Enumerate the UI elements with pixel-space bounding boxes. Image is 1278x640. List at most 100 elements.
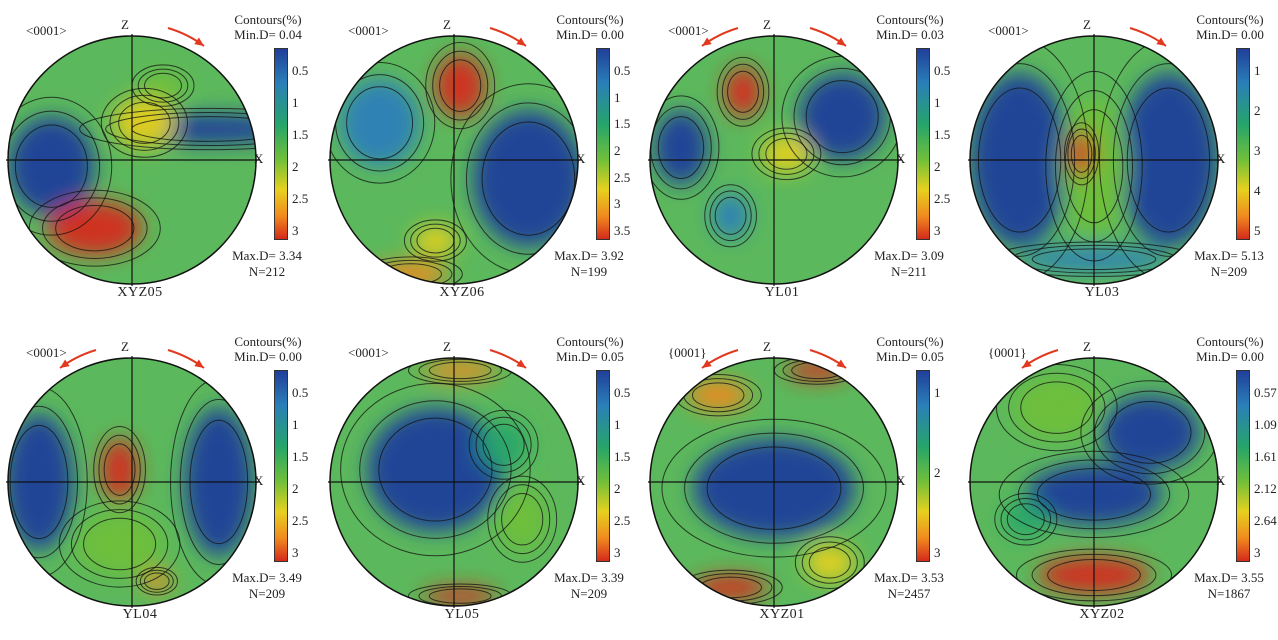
contour-line bbox=[721, 63, 765, 120]
scale-tick-label: 2.5 bbox=[614, 169, 631, 185]
crystal-plane-label: <0001> bbox=[668, 23, 709, 38]
density-blob bbox=[413, 225, 458, 256]
color-scale-bar bbox=[274, 48, 288, 240]
density-blob bbox=[141, 571, 172, 592]
x-axis-label: X bbox=[254, 151, 264, 166]
x-axis-label: X bbox=[896, 151, 906, 166]
contours-title: Contours(%) bbox=[1196, 334, 1264, 349]
scale-tick-label: 1.09 bbox=[1254, 417, 1277, 432]
contour-line bbox=[1080, 380, 1218, 485]
scale-tick-label: 1.5 bbox=[614, 449, 631, 464]
color-scale-bar bbox=[1236, 370, 1250, 562]
min-density-label: Min.D= 0.03 bbox=[876, 27, 944, 42]
contour-line bbox=[410, 223, 461, 258]
scale-tick-label: 2 bbox=[1254, 103, 1261, 118]
crystal-plane-label: <0001> bbox=[26, 23, 67, 38]
max-density-label: Max.D= 3.39 bbox=[554, 570, 624, 585]
z-axis-label: Z bbox=[763, 17, 771, 32]
contours-title: Contours(%) bbox=[234, 334, 302, 349]
crystal-plane-label: {0001} bbox=[668, 345, 707, 360]
contour-line bbox=[465, 102, 578, 255]
scale-tick-label: 3 bbox=[934, 223, 941, 238]
contour-line bbox=[657, 116, 705, 179]
contour-line bbox=[428, 361, 492, 380]
scale-tick-label: 1 bbox=[292, 95, 299, 110]
contours-title: Contours(%) bbox=[234, 12, 302, 27]
scale-tick-label: 0.5 bbox=[614, 385, 631, 400]
z-axis-label: Z bbox=[121, 339, 129, 354]
contour-line bbox=[439, 59, 482, 112]
contour-line bbox=[714, 196, 747, 235]
contours-header: Contours(%) Min.D= 0.00 bbox=[1187, 12, 1273, 42]
contour-line bbox=[794, 536, 865, 589]
contour-line bbox=[55, 205, 135, 252]
pole-figure-panel-yl03: <0001> Z X Contours(%) Min.D= 0.00 1 2 3 4 5… bbox=[962, 0, 1278, 318]
contour-line bbox=[691, 382, 745, 409]
scale-tick-label: 1 bbox=[614, 89, 621, 105]
sample-count-label: N=209 bbox=[570, 586, 608, 601]
sample-count-label: N=209 bbox=[248, 586, 286, 601]
density-blob bbox=[140, 70, 186, 101]
z-axis-label: Z bbox=[763, 339, 771, 354]
rotation-arrow-head bbox=[702, 359, 712, 368]
contour-line bbox=[8, 96, 113, 236]
density-blob bbox=[497, 488, 547, 551]
rotation-arrow-head bbox=[836, 37, 846, 46]
scale-tick-label: 1 bbox=[934, 95, 941, 110]
z-axis-label: Z bbox=[443, 17, 451, 32]
contour-line bbox=[425, 42, 496, 130]
stats-footer: Max.D= 3.09 N=211 bbox=[864, 248, 954, 280]
contour-line bbox=[808, 546, 851, 579]
contour-line bbox=[58, 500, 181, 588]
rotation-arrow-head bbox=[194, 37, 204, 46]
sample-name-label: XYZ06 bbox=[439, 285, 485, 300]
contour-line bbox=[8, 110, 101, 222]
contours-title: Contours(%) bbox=[876, 334, 944, 349]
rotation-arrow-head bbox=[1022, 359, 1032, 368]
sample-count-label: N=2457 bbox=[887, 586, 931, 601]
contour-line bbox=[137, 68, 189, 103]
scale-tick-label: 2.5 bbox=[292, 191, 309, 206]
contour-line bbox=[1067, 128, 1096, 180]
density-blob bbox=[47, 200, 142, 256]
contour-line bbox=[481, 121, 576, 236]
pole-figure-panel-yl04: <0001> Z X Contours(%) Min.D= 0.00 0.5 1 1… bbox=[0, 322, 316, 640]
min-density-label: Min.D= 0.00 bbox=[556, 27, 624, 42]
scale-tick-label: 1 bbox=[614, 417, 621, 432]
scale-tick-label: 3 bbox=[614, 545, 621, 560]
density-blob bbox=[687, 380, 750, 411]
contour-line bbox=[704, 184, 757, 248]
contour-line bbox=[83, 517, 157, 571]
z-axis-label: Z bbox=[1083, 17, 1091, 32]
contour-line bbox=[1020, 381, 1094, 434]
scale-tick-label: 1 bbox=[292, 417, 299, 432]
x-axis-label: X bbox=[896, 473, 906, 488]
contours-header: Contours(%) Min.D= 0.05 bbox=[867, 334, 953, 364]
sample-count-label: N=209 bbox=[1210, 264, 1248, 279]
contour-line bbox=[103, 443, 136, 496]
contour-line bbox=[758, 132, 815, 175]
min-density-label: Min.D= 0.00 bbox=[234, 349, 302, 364]
scale-tick-label: 1.5 bbox=[614, 116, 631, 132]
contour-line bbox=[709, 190, 752, 242]
scale-tick-label: 2.5 bbox=[614, 513, 631, 528]
pole-figure-panel-yl01: <0001> Z X Contours(%) Min.D= 0.03 0.5 1 1… bbox=[642, 0, 958, 318]
scale-tick-label: 2.12 bbox=[1254, 481, 1277, 496]
x-axis-label: X bbox=[576, 151, 586, 166]
contour-line bbox=[14, 124, 88, 208]
sample-name-label: XYZ01 bbox=[759, 607, 805, 622]
pole-figure-panel-yl05: <0001> Z X Contours(%) Min.D= 0.05 0.5 1 1… bbox=[322, 322, 638, 640]
density-blob bbox=[1013, 376, 1101, 439]
max-density-label: Max.D= 3.55 bbox=[1194, 570, 1264, 585]
max-density-label: Max.D= 3.49 bbox=[232, 570, 302, 585]
scale-tick-label: 3 bbox=[1254, 545, 1261, 560]
crystal-plane-label: <0001> bbox=[26, 345, 67, 360]
scale-tick-label: 0.5 bbox=[934, 63, 951, 78]
pole-figure-svg bbox=[328, 349, 582, 608]
density-blob bbox=[712, 193, 750, 239]
scale-tick-label: 5 bbox=[1254, 223, 1261, 238]
rotation-arrow-head bbox=[60, 359, 70, 368]
max-density-label: Max.D= 5.13 bbox=[1194, 248, 1264, 263]
stats-footer: Max.D= 3.34 N=212 bbox=[222, 248, 312, 280]
stats-footer: Max.D= 3.49 N=209 bbox=[222, 570, 312, 602]
